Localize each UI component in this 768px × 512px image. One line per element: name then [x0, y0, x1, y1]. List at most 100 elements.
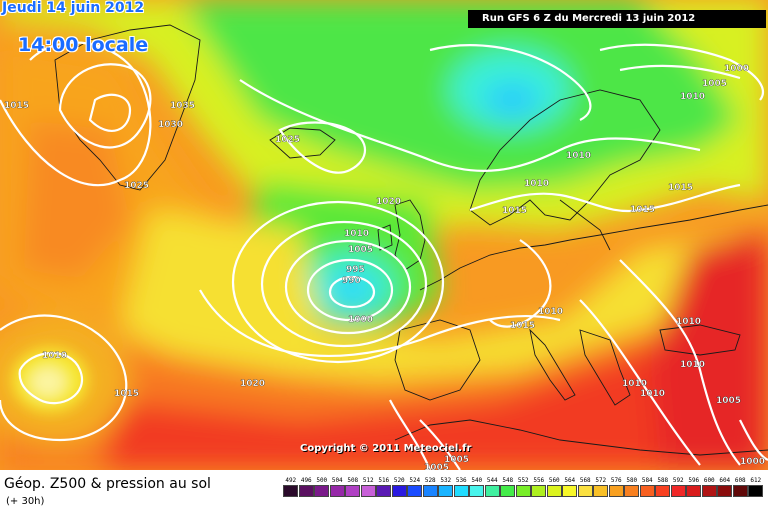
scale-swatch — [453, 485, 469, 497]
scale-label: 580 — [626, 477, 638, 484]
scale-step: 524 — [407, 476, 423, 497]
scale-swatch — [500, 485, 516, 497]
copyright-notice: Copyright © 2011 Meteociel.fr — [300, 443, 472, 454]
scale-step: 600 — [701, 476, 718, 497]
scale-label: 584 — [641, 477, 653, 484]
scale-step: 536 — [453, 476, 470, 497]
scale-label: 508 — [347, 477, 359, 484]
legend-title: Géop. Z500 & pression au sol — [4, 476, 211, 492]
scale-step: 532 — [438, 476, 454, 497]
scale-swatch — [546, 485, 562, 497]
scale-step: 548 — [500, 476, 516, 497]
isobar-label: 1010 — [676, 317, 701, 327]
scale-swatch — [593, 485, 609, 497]
scale-label: 544 — [486, 477, 498, 484]
isobar-label: 1000 — [740, 457, 765, 467]
scale-swatch — [624, 485, 640, 497]
scale-label: 512 — [362, 477, 374, 484]
scale-swatch — [283, 485, 299, 497]
isobar-label: 1015 — [510, 321, 535, 331]
scale-step: 608 — [732, 476, 749, 497]
scale-label: 600 — [703, 477, 715, 484]
scale-swatch — [577, 485, 593, 497]
isobar-label: 1010 — [680, 92, 705, 102]
scale-step: 556 — [531, 476, 547, 497]
isobar-label: 1000 — [348, 315, 373, 325]
scale-swatch — [314, 485, 330, 497]
isobar-label: 1020 — [376, 197, 401, 207]
scale-swatch — [531, 485, 547, 497]
scale-step: 544 — [484, 476, 501, 497]
scale-step: 604 — [717, 476, 733, 497]
scale-label: 592 — [672, 477, 684, 484]
scale-swatch — [484, 485, 500, 497]
scale-swatch — [748, 485, 764, 497]
scale-step: 576 — [608, 476, 625, 497]
scale-label: 588 — [657, 477, 669, 484]
scale-label: 560 — [548, 477, 560, 484]
scale-step: 568 — [577, 476, 594, 497]
isobar-label: 995 — [346, 265, 365, 275]
scale-step: 496 — [298, 476, 315, 497]
scale-step: 560 — [546, 476, 563, 497]
isobar-label: 1025 — [124, 181, 149, 191]
scale-label: 548 — [502, 477, 514, 484]
isobar-label: 1005 — [716, 396, 741, 406]
scale-step: 492 — [283, 476, 299, 497]
scale-step: 540 — [469, 476, 485, 497]
isobar-label: 1005 — [702, 79, 727, 89]
isobar-label: 1015 — [668, 183, 693, 193]
scale-label: 556 — [533, 477, 545, 484]
scale-label: 536 — [455, 477, 467, 484]
scale-swatch — [345, 485, 361, 497]
scale-label: 496 — [300, 477, 312, 484]
scale-swatch — [655, 485, 671, 497]
scale-label: 552 — [517, 477, 529, 484]
isobar-label: 1030 — [158, 120, 183, 130]
scale-swatch — [438, 485, 454, 497]
isobar-label: 1010 — [680, 360, 705, 370]
scale-swatch — [686, 485, 702, 497]
isobar-label: 1020 — [240, 379, 265, 389]
scale-label: 504 — [331, 477, 343, 484]
scale-label: 604 — [719, 477, 731, 484]
scale-label: 596 — [688, 477, 700, 484]
isobar-label: 1015 — [114, 389, 139, 399]
scale-step: 504 — [329, 476, 346, 497]
scale-label: 564 — [564, 477, 576, 484]
color-scale: 492 496 500 504 508 512 516 520 524 528 532 536 540 5… — [283, 476, 764, 497]
scale-step: 500 — [314, 476, 330, 497]
scale-swatch — [298, 485, 314, 497]
scale-label: 608 — [734, 477, 746, 484]
scale-swatch — [422, 485, 438, 497]
scale-swatch — [670, 485, 686, 497]
scale-swatch — [391, 485, 407, 497]
isobar-label: 1005 — [348, 245, 373, 255]
scale-step: 592 — [670, 476, 687, 497]
scale-swatch — [562, 485, 578, 497]
scale-step: 528 — [422, 476, 439, 497]
isobar-label: 990 — [342, 276, 361, 286]
isobar-label: 1010 — [566, 151, 591, 161]
isobar-label: 1015 — [630, 205, 655, 215]
scale-swatch — [360, 485, 376, 497]
scale-swatch — [717, 485, 733, 497]
isobar-label: 1010 — [640, 389, 665, 399]
scale-swatch — [732, 485, 748, 497]
isobar-label: 1025 — [275, 135, 300, 145]
isobar-label: 1005 — [444, 455, 469, 465]
scale-step: 612 — [748, 476, 764, 497]
scale-step: 520 — [391, 476, 408, 497]
forecast-time: 14:00 locale — [18, 34, 149, 56]
isobar-label: 1010 — [42, 351, 67, 361]
scale-label: 612 — [750, 477, 762, 484]
scale-label: 540 — [471, 477, 483, 484]
isobar-label: 1015 — [502, 206, 527, 216]
scale-step: 580 — [624, 476, 640, 497]
scale-label: 576 — [610, 477, 622, 484]
scale-step: 588 — [655, 476, 671, 497]
scale-step: 516 — [376, 476, 392, 497]
scale-label: 528 — [424, 477, 436, 484]
scale-step: 572 — [593, 476, 609, 497]
isobars — [0, 41, 768, 470]
